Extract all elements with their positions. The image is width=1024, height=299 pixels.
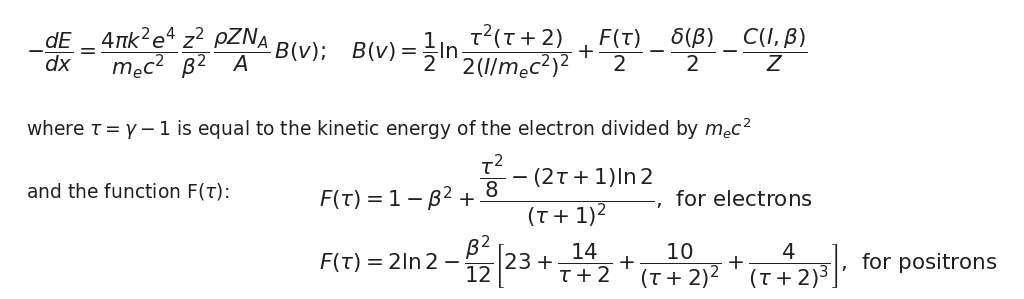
Text: where $\tau = \gamma - 1$ is equal to the kinetic energy of the electron divided: where $\tau = \gamma - 1$ is equal to th…	[27, 117, 752, 142]
Text: $F(\tau) = 1 - \beta^2 + \dfrac{\dfrac{\tau^2}{8} - (2\tau+1)\ln 2}{(\tau+1)^2}$: $F(\tau) = 1 - \beta^2 + \dfrac{\dfrac{\…	[318, 152, 812, 230]
Text: $-\dfrac{dE}{dx} = \dfrac{4\pi k^2 e^4}{m_e c^2}\,\dfrac{z^2}{\beta^2}\,\dfrac{\: $-\dfrac{dE}{dx} = \dfrac{4\pi k^2 e^4}{…	[27, 24, 808, 83]
Text: $F(\tau) = 2\ln 2 - \dfrac{\beta^2}{12}\left[23 + \dfrac{14}{\tau+2} + \dfrac{10: $F(\tau) = 2\ln 2 - \dfrac{\beta^2}{12}\…	[318, 234, 997, 292]
Text: and the function F($\tau$):: and the function F($\tau$):	[27, 181, 229, 202]
